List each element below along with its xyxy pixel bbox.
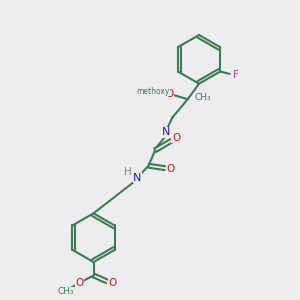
Text: CH₃: CH₃	[57, 287, 74, 296]
Text: H: H	[124, 167, 132, 177]
Text: CH₃: CH₃	[194, 93, 211, 102]
Text: O: O	[166, 164, 174, 174]
Text: N: N	[133, 172, 142, 183]
Text: O: O	[172, 133, 181, 143]
Text: N: N	[162, 128, 170, 137]
Text: O: O	[108, 278, 116, 288]
Text: O: O	[75, 278, 84, 288]
Text: O: O	[165, 89, 173, 99]
Text: H: H	[172, 133, 180, 142]
Text: F: F	[233, 70, 239, 80]
Text: methoxy: methoxy	[136, 87, 170, 96]
